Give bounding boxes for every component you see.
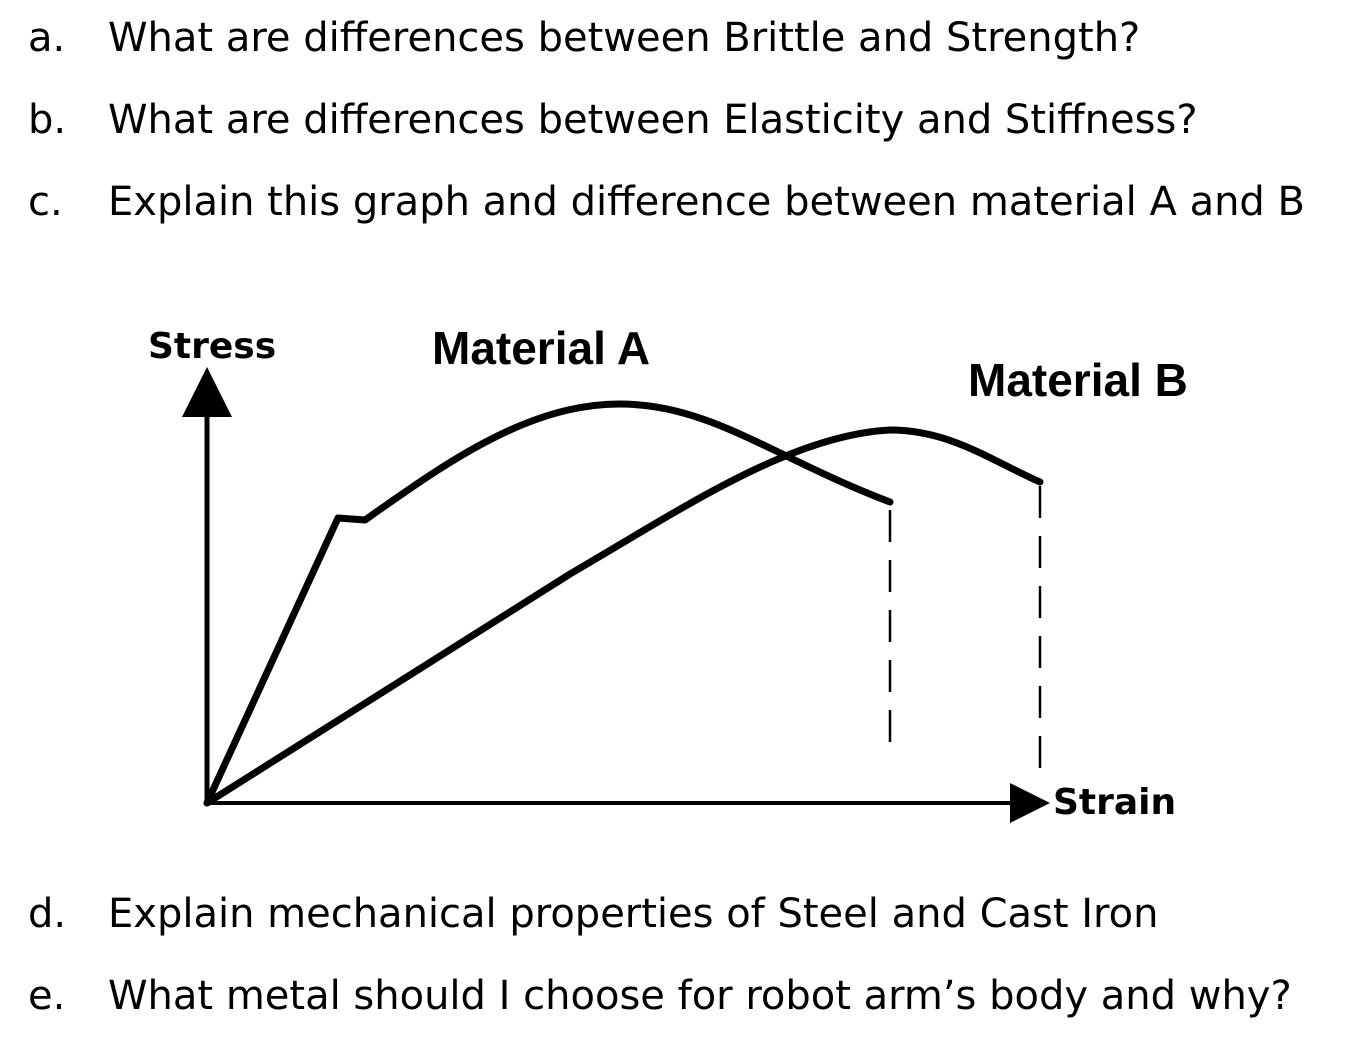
stress-strain-diagram: Stress Strain Material A Material B xyxy=(148,322,1188,823)
material-a-label: Material A xyxy=(432,322,650,374)
question-marker: d. xyxy=(28,891,67,937)
question-marker: e. xyxy=(28,973,66,1019)
y-axis-label: Stress xyxy=(148,326,276,367)
question-a: a. What are differences between Brittle … xyxy=(28,14,1140,62)
question-marker: b. xyxy=(28,97,67,143)
question-text: Explain mechanical properties of Steel a… xyxy=(108,891,1159,937)
material-a-curve xyxy=(203,400,894,807)
question-text: What are differences between Elasticity … xyxy=(108,97,1198,143)
question-b: b. What are differences between Elastici… xyxy=(28,96,1198,144)
stress-strain-figure: Stress Strain Material A Material B xyxy=(0,300,1365,860)
question-marker: c. xyxy=(28,179,63,225)
question-text: What metal should I choose for robot arm… xyxy=(108,973,1292,1019)
question-c: c. Explain this graph and difference bet… xyxy=(28,178,1305,226)
question-text: What are differences between Brittle and… xyxy=(108,15,1141,61)
question-d: d. Explain mechanical properties of Stee… xyxy=(28,890,1158,938)
question-text: Explain this graph and difference betwee… xyxy=(108,179,1305,225)
material-b-curve xyxy=(203,426,1044,807)
question-marker: a. xyxy=(28,15,66,61)
question-e: e. What metal should I choose for robot … xyxy=(28,972,1292,1020)
material-b-label: Material B xyxy=(968,354,1188,406)
x-axis-label: Strain xyxy=(1053,782,1176,823)
